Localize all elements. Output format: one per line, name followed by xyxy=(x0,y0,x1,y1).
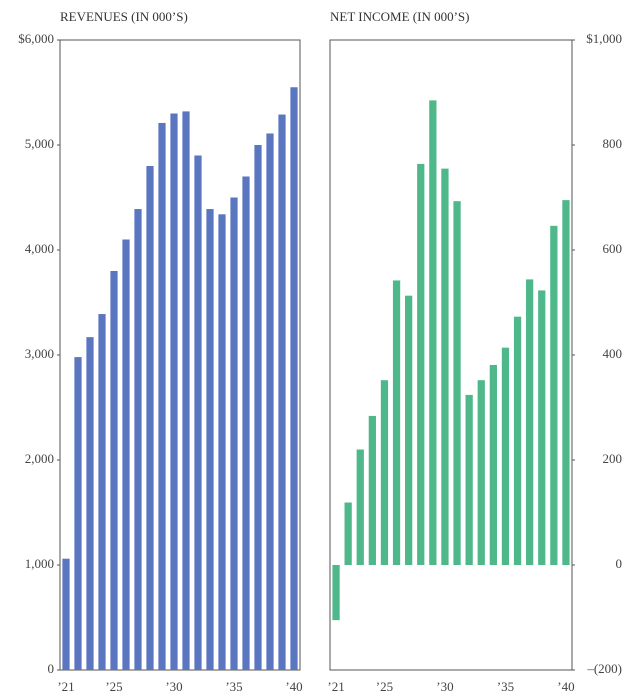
bar xyxy=(562,200,570,565)
bar xyxy=(194,155,202,670)
x-tick-label: ’30 xyxy=(165,679,182,694)
y-tick-label: 400 xyxy=(603,346,623,361)
bar xyxy=(417,163,425,565)
x-tick-label: ’40 xyxy=(285,679,302,694)
y-tick-label: 200 xyxy=(603,451,623,466)
bar xyxy=(122,239,130,670)
bar xyxy=(405,295,413,565)
bar xyxy=(332,565,340,621)
x-tick-label: ’35 xyxy=(225,679,242,694)
y-tick-label: 4,000 xyxy=(25,241,54,256)
bar xyxy=(477,380,485,565)
bar xyxy=(158,122,166,670)
bar xyxy=(74,357,82,670)
bar xyxy=(429,100,437,565)
bar xyxy=(254,145,262,670)
bar xyxy=(170,113,178,670)
y-tick-label: 0 xyxy=(616,556,623,571)
x-tick-label: ’25 xyxy=(105,679,122,694)
bar xyxy=(290,87,298,670)
bar xyxy=(526,279,534,565)
bar xyxy=(538,290,546,565)
y-tick-label: 800 xyxy=(603,136,623,151)
bar xyxy=(453,201,461,566)
x-tick-label: ’21 xyxy=(57,679,74,694)
x-tick-label: ’30 xyxy=(436,679,453,694)
bar xyxy=(368,415,376,565)
bar xyxy=(266,133,274,670)
bar xyxy=(380,380,389,565)
y-tick-label: 600 xyxy=(603,241,623,256)
bar xyxy=(465,394,473,565)
bar xyxy=(134,209,142,671)
bar xyxy=(441,168,449,565)
x-tick-label: ’40 xyxy=(557,679,574,694)
y-tick-label: 2,000 xyxy=(25,451,54,466)
chart-title: NET INCOME (IN 000’S) xyxy=(330,9,470,24)
x-tick-label: ’35 xyxy=(497,679,514,694)
bar xyxy=(206,209,214,671)
y-tick-label: 0 xyxy=(48,661,55,676)
bar xyxy=(242,176,250,670)
bar xyxy=(182,111,190,670)
bar xyxy=(513,316,522,565)
bar xyxy=(489,364,497,565)
bar xyxy=(392,280,401,565)
x-tick-label: ’21 xyxy=(327,679,344,694)
bar xyxy=(110,271,118,670)
bar xyxy=(146,166,154,670)
y-tick-label: 1,000 xyxy=(25,556,54,571)
bar xyxy=(98,314,106,670)
plot-frame xyxy=(329,39,573,671)
chart-title: REVENUES (IN 000’S) xyxy=(60,9,188,24)
y-tick-label: $6,000 xyxy=(18,31,54,46)
bar xyxy=(86,337,94,670)
plot-frame xyxy=(59,39,301,671)
bar xyxy=(550,225,558,565)
bar xyxy=(344,502,352,565)
y-tick-label: 5,000 xyxy=(25,136,54,151)
bar xyxy=(218,214,226,671)
x-tick-label: ’25 xyxy=(376,679,393,694)
bar xyxy=(62,558,70,670)
bar xyxy=(501,347,510,565)
y-tick-label: $1,000 xyxy=(586,31,622,46)
bar xyxy=(278,114,286,671)
bar xyxy=(356,449,364,565)
y-tick-label: 3,000 xyxy=(25,346,54,361)
bar xyxy=(230,197,238,670)
y-tick-label: –(200) xyxy=(586,661,622,676)
